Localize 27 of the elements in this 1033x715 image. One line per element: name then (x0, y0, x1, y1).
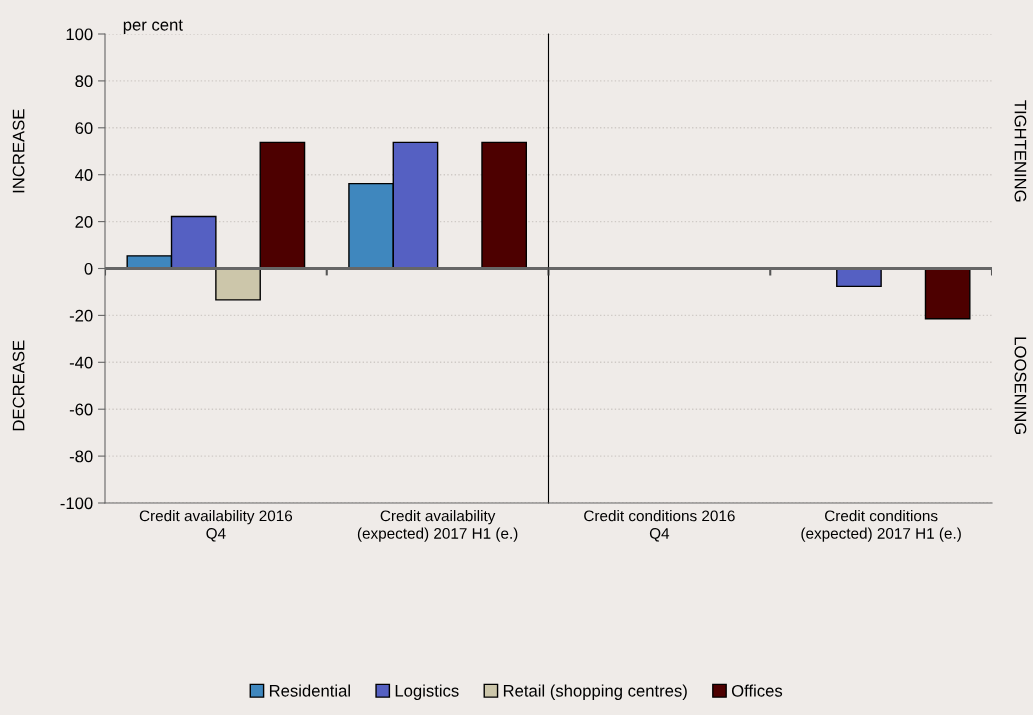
y-tick-label: 20 (75, 216, 93, 228)
y-tick-label: -100 (60, 497, 93, 510)
y-tick-label: 80 (75, 75, 93, 88)
y-tick-label: 0 (84, 262, 93, 275)
y-tick-label: -40 (69, 356, 93, 369)
y-tick-label: -60 (69, 403, 93, 416)
legend-label: Residential (269, 684, 350, 697)
y-tick-label: -20 (69, 309, 93, 322)
bar (215, 267, 261, 301)
x-tick-label: Credit conditions 2016 Q4 (584, 510, 735, 542)
text: INCREASE (12, 109, 25, 193)
legend-label: Logistics (395, 684, 459, 700)
y-tick-label: 60 (75, 122, 93, 134)
legend-label: Offices (731, 684, 783, 697)
y-tick-label: -80 (69, 450, 93, 463)
bar (481, 141, 528, 270)
text: TIGHTENING (1014, 100, 1027, 202)
text: DECREASE (12, 340, 25, 431)
x-tick-label: Credit availability 2016 Q4 (139, 510, 293, 542)
text: LOOSENING (1014, 337, 1027, 435)
x-tick-label: Credit conditions (expected) 2017 H1 (e.) (801, 510, 961, 542)
y-tick-label: 40 (75, 169, 93, 181)
legend-label: Retail (shopping centres) (503, 684, 687, 700)
y-axis-title: per cent (123, 19, 183, 34)
bar (259, 141, 306, 270)
y-tick-label: 100 (66, 28, 93, 41)
x-tick-label: Credit availability (expected) 2017 H1 (e.) (357, 510, 518, 542)
